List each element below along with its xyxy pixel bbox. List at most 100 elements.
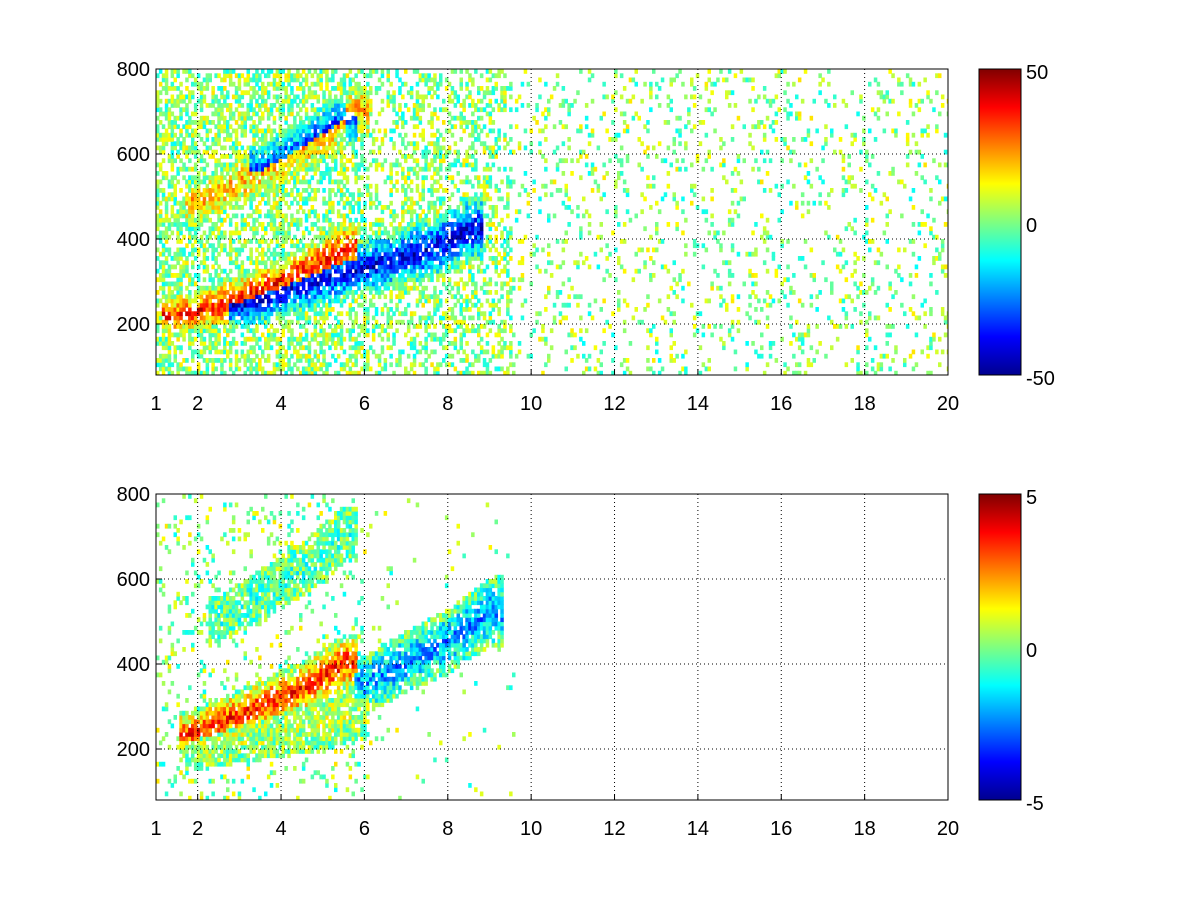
heatmap-cell xyxy=(310,166,315,172)
heatmap-cell xyxy=(264,137,268,142)
heatmap-cell xyxy=(170,111,175,117)
heatmap-cell xyxy=(366,128,370,134)
heatmap-cell xyxy=(328,260,332,266)
heatmap-cell xyxy=(301,158,306,164)
heatmap-cell xyxy=(485,69,490,74)
heatmap-cell xyxy=(307,86,312,91)
heatmap-cell xyxy=(158,90,163,96)
heatmap-cell xyxy=(424,345,428,351)
heatmap-cell xyxy=(316,141,320,147)
heatmap-cell xyxy=(275,298,280,304)
heatmap-cell xyxy=(156,103,160,108)
heatmap-cell xyxy=(164,103,169,108)
heatmap-cell xyxy=(211,205,215,210)
heatmap-cell xyxy=(322,200,326,206)
heatmap-cell xyxy=(482,370,487,375)
heatmap-cell xyxy=(482,183,487,189)
heatmap-cell xyxy=(444,234,449,240)
heatmap-cell xyxy=(301,209,306,215)
heatmap-cell xyxy=(205,200,210,206)
heatmap-cell xyxy=(363,132,367,138)
heatmap-cell xyxy=(351,319,355,325)
heatmap-cell xyxy=(299,196,303,202)
heatmap-cell xyxy=(494,268,498,274)
heatmap-cell xyxy=(220,154,224,159)
heatmap-cell xyxy=(450,192,455,198)
heatmap-cell xyxy=(223,188,227,193)
heatmap-cell xyxy=(156,298,160,304)
heatmap-cell xyxy=(360,107,364,113)
heatmap-cell xyxy=(424,341,428,346)
heatmap-cell xyxy=(322,239,326,244)
heatmap-cell xyxy=(161,192,166,198)
heatmap-cell xyxy=(301,234,306,240)
heatmap-cell xyxy=(284,86,288,91)
heatmap-cell xyxy=(412,370,417,375)
heatmap-cell xyxy=(412,345,417,351)
heatmap-cell xyxy=(436,222,440,227)
heatmap-cell xyxy=(360,277,364,283)
heatmap-cell xyxy=(453,213,458,219)
heatmap-cell xyxy=(301,256,306,261)
heatmap-cell xyxy=(278,298,283,304)
heatmap-cell xyxy=(226,124,230,130)
heatmap-cell xyxy=(477,209,481,215)
heatmap-cell xyxy=(167,247,172,253)
heatmap-cell xyxy=(322,285,326,291)
heatmap-cell xyxy=(304,132,309,138)
heatmap-cell xyxy=(348,256,353,261)
heatmap-cell xyxy=(296,281,300,287)
heatmap-cell xyxy=(199,294,204,300)
heatmap-cell xyxy=(275,302,280,308)
heatmap-cell xyxy=(234,137,239,142)
heatmap-cell xyxy=(497,366,501,372)
heatmap-cell xyxy=(439,256,443,261)
heatmap-cell xyxy=(459,268,463,274)
heatmap-cell xyxy=(214,349,218,355)
heatmap-cell xyxy=(275,328,280,334)
heatmap-cell xyxy=(322,111,326,117)
heatmap-cell xyxy=(304,366,309,372)
heatmap-cell xyxy=(447,162,452,168)
heatmap-cell xyxy=(196,73,201,79)
heatmap-cell xyxy=(374,260,379,266)
heatmap-cell xyxy=(287,145,291,151)
heatmap-cell xyxy=(199,94,204,100)
heatmap-cell xyxy=(465,366,469,372)
heatmap-cell xyxy=(217,358,221,363)
heatmap-cell xyxy=(220,183,224,189)
heatmap-cell xyxy=(316,273,320,278)
heatmap-cell xyxy=(342,247,347,253)
heatmap-cell xyxy=(301,277,306,283)
heatmap-cell xyxy=(360,345,364,351)
heatmap-cell xyxy=(266,294,271,300)
heatmap-cell xyxy=(325,200,329,206)
heatmap-cell xyxy=(377,162,382,168)
heatmap-cell xyxy=(433,158,437,164)
heatmap-cell xyxy=(313,149,318,155)
heatmap-cell xyxy=(220,315,224,321)
heatmap-cell xyxy=(477,311,481,317)
heatmap-cell xyxy=(401,171,405,176)
heatmap-cell xyxy=(430,349,434,355)
heatmap-cell xyxy=(252,183,256,189)
heatmap-cell xyxy=(386,175,390,181)
heatmap-cell xyxy=(281,298,285,304)
heatmap-cell xyxy=(252,120,256,125)
heatmap-cell xyxy=(406,234,411,240)
heatmap-cell xyxy=(479,345,484,351)
heatmap-cell xyxy=(371,324,376,329)
heatmap-cell xyxy=(182,137,186,142)
heatmap-cell xyxy=(371,200,376,206)
heatmap-cell xyxy=(156,290,160,295)
heatmap-cell xyxy=(503,341,507,346)
heatmap-cell xyxy=(296,294,300,300)
heatmap-cell xyxy=(156,247,160,253)
heatmap-cell xyxy=(290,307,294,312)
heatmap-cell xyxy=(336,353,341,359)
heatmap-cell xyxy=(494,256,498,261)
heatmap-cell xyxy=(386,94,390,100)
heatmap-cell xyxy=(255,209,259,215)
heatmap-cell xyxy=(278,132,283,138)
heatmap-cell xyxy=(424,239,428,244)
